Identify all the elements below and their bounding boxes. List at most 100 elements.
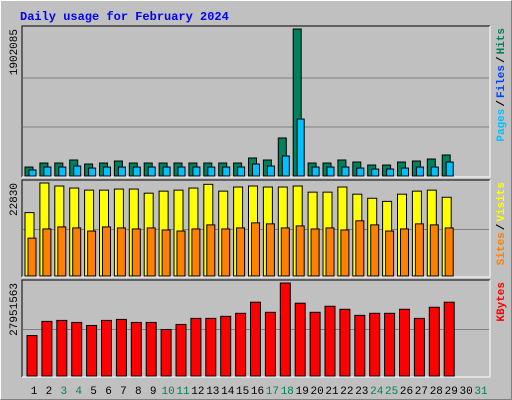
- bar: [132, 166, 141, 177]
- panel-border-light: [22, 180, 491, 278]
- bar: [116, 227, 126, 277]
- x-tick-label: 30: [459, 386, 472, 398]
- x-tick-label: 28: [430, 386, 443, 398]
- x-tick-label: 10: [161, 386, 174, 398]
- x-tick-label: 18: [281, 386, 294, 398]
- bar: [264, 311, 276, 377]
- x-tick-label: 7: [120, 386, 127, 398]
- y-tick-label: 22830: [9, 183, 21, 216]
- bar: [190, 317, 202, 377]
- x-tick-label: 1: [31, 386, 38, 398]
- x-tick-label: 8: [135, 386, 142, 398]
- bar: [73, 165, 82, 177]
- bar: [192, 166, 201, 177]
- bar: [57, 226, 67, 277]
- bar: [400, 228, 409, 277]
- bar: [222, 166, 231, 177]
- axis-label-part: Visits: [496, 182, 508, 222]
- x-tick-label: 13: [206, 386, 219, 398]
- bar: [251, 222, 260, 277]
- x-tick-label: 3: [60, 386, 67, 398]
- axis-label-part: /: [496, 56, 508, 63]
- x-tick-label: 15: [236, 386, 249, 398]
- axis-label-part: Sites: [496, 232, 508, 265]
- bar: [207, 166, 216, 177]
- bar: [161, 229, 171, 277]
- bar: [311, 166, 320, 177]
- axis-label-part: /: [496, 223, 508, 230]
- x-tick-label: 12: [191, 386, 204, 398]
- axis-label-part: Pages: [496, 109, 508, 142]
- bar: [296, 118, 305, 177]
- bar: [56, 319, 68, 377]
- bar: [26, 335, 38, 377]
- bar: [130, 321, 142, 377]
- bar: [430, 166, 439, 177]
- bar: [88, 167, 97, 177]
- bar: [415, 166, 424, 177]
- x-tick-label: 6: [105, 386, 112, 398]
- panel-border-dark: [21, 279, 490, 377]
- bar: [175, 323, 187, 377]
- bar: [42, 228, 52, 277]
- bar: [444, 227, 454, 277]
- bar: [356, 167, 365, 177]
- axis-label: Pages / Files / Hits: [496, 28, 508, 142]
- axis-label-part: /: [496, 100, 508, 107]
- bar: [145, 321, 157, 377]
- x-tick-label: 31: [474, 386, 488, 398]
- bar: [191, 228, 201, 277]
- bar: [369, 312, 381, 377]
- bar: [279, 282, 291, 377]
- bar: [266, 165, 275, 177]
- bar: [221, 228, 231, 277]
- x-tick-label: 2: [46, 386, 53, 398]
- bar: [370, 224, 380, 277]
- bar: [27, 237, 37, 277]
- bar: [176, 230, 186, 277]
- bar: [86, 324, 98, 377]
- x-tick-label: 14: [221, 386, 235, 398]
- axis-label: KBytes: [496, 282, 508, 322]
- bar: [341, 166, 350, 177]
- bar: [160, 328, 172, 377]
- bar: [325, 227, 335, 277]
- bar: [87, 230, 97, 277]
- bar: [428, 306, 440, 377]
- bar: [384, 312, 396, 377]
- panel: [22, 26, 490, 177]
- x-tick-label: 22: [340, 386, 353, 398]
- bar: [146, 227, 156, 277]
- bar: [252, 163, 260, 177]
- bar: [339, 308, 351, 377]
- x-tick-label: 26: [400, 386, 413, 398]
- bar: [401, 167, 409, 177]
- panel-border-dark: [21, 25, 490, 177]
- bar: [326, 166, 335, 177]
- bar: [147, 166, 156, 177]
- bar: [280, 227, 290, 277]
- bar: [295, 225, 305, 277]
- bar: [235, 312, 247, 377]
- bar: [399, 308, 410, 377]
- bar: [294, 302, 306, 377]
- axis-label-part: Files: [496, 65, 508, 98]
- x-tick-label: 19: [296, 386, 309, 398]
- x-tick-label: 17: [266, 386, 279, 398]
- bar: [72, 227, 82, 277]
- bar: [265, 223, 275, 277]
- bar: [162, 166, 171, 177]
- panel-border-light: [22, 280, 491, 378]
- bar: [355, 220, 365, 277]
- bar: [115, 318, 127, 377]
- x-tick-label: 29: [445, 386, 458, 398]
- x-tick-label: 23: [355, 386, 368, 398]
- axis-label-part: KBytes: [496, 282, 508, 322]
- x-tick-label: 5: [90, 386, 97, 398]
- bar: [250, 301, 261, 377]
- bar: [237, 166, 246, 177]
- bar: [385, 230, 395, 277]
- axis-label: Sites /Visits: [496, 182, 508, 265]
